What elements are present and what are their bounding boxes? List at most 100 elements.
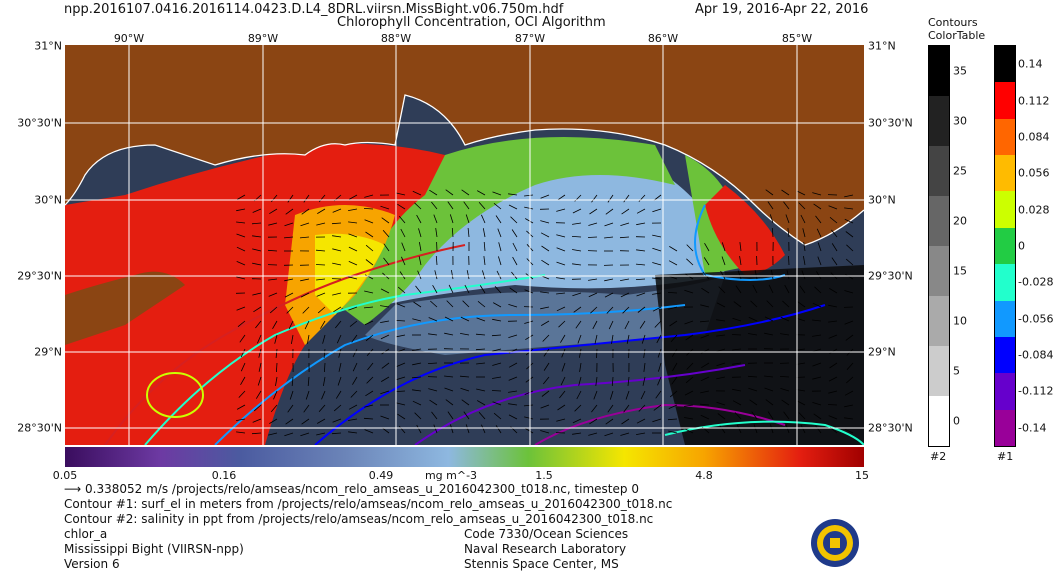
- current-arrow: [396, 402, 406, 406]
- legend-value: 20: [953, 214, 967, 228]
- current-arrow: [510, 216, 518, 224]
- current-arrow: [556, 247, 566, 252]
- current-arrow: [817, 242, 822, 252]
- current-arrow: [827, 404, 838, 406]
- current-arrow: [604, 292, 614, 298]
- current-arrow: [251, 222, 262, 225]
- current-arrow: [684, 289, 694, 294]
- current-arrow: [364, 194, 374, 198]
- colortable-title: ColorTable: [928, 29, 986, 42]
- current-arrow: [431, 201, 438, 210]
- current-arrow: [652, 418, 662, 423]
- current-arrow: [643, 348, 646, 358]
- current-arrow: [493, 412, 502, 420]
- current-arrow: [735, 285, 742, 294]
- current-arrow: [284, 222, 294, 227]
- current-arrow: [435, 228, 438, 238]
- current-arrow: [273, 390, 278, 400]
- legend-swatch: [929, 96, 949, 146]
- current-arrow: [828, 334, 838, 339]
- lat-label: 30°N: [34, 193, 62, 207]
- current-arrow: [716, 376, 726, 380]
- current-arrow: [467, 227, 470, 238]
- current-arrow: [591, 404, 598, 413]
- current-arrow: [396, 192, 406, 196]
- current-arrow: [461, 399, 470, 406]
- current-arrow: [557, 404, 566, 411]
- current-arrow: [733, 301, 742, 308]
- current-arrow: [652, 262, 662, 266]
- current-arrow: [444, 316, 454, 322]
- current-arrow: [845, 231, 854, 238]
- current-arrow: [716, 362, 726, 367]
- current-arrow: [381, 362, 390, 369]
- current-arrow: [831, 229, 838, 238]
- current-arrow: [307, 376, 310, 387]
- current-arrow: [799, 285, 806, 294]
- current-arrow: [578, 376, 582, 386]
- current-arrow: [252, 208, 262, 213]
- current-arrow: [796, 348, 806, 351]
- current-arrow: [637, 306, 646, 313]
- current-arrow: [739, 242, 742, 252]
- current-arrow: [427, 362, 438, 364]
- current-arrow: [831, 243, 838, 252]
- current-arrow: [252, 418, 262, 423]
- current-arrow: [596, 348, 598, 359]
- contour-line: [314, 304, 826, 445]
- current-arrow: [508, 193, 518, 196]
- current-arrow: [302, 306, 310, 314]
- current-arrow: [288, 320, 294, 330]
- current-arrow: [739, 256, 742, 266]
- nrl-seal-icon: [811, 519, 859, 567]
- org-line1: Code 7330/Ocean Sciences: [464, 527, 629, 541]
- current-arrow: [749, 399, 758, 406]
- current-arrow: [779, 376, 790, 378]
- current-arrow: [642, 376, 646, 386]
- current-arrow: [716, 302, 726, 308]
- current-arrow: [781, 399, 790, 406]
- current-arrow: [268, 292, 278, 297]
- current-arrow: [845, 334, 854, 341]
- current-arrow: [433, 424, 438, 434]
- current-arrow: [670, 334, 678, 343]
- current-arrow: [812, 319, 822, 322]
- current-arrow: [750, 300, 758, 308]
- current-arrow: [511, 229, 518, 238]
- current-arrow: [796, 389, 806, 392]
- current-arrow: [828, 304, 838, 308]
- current-arrow: [284, 432, 294, 437]
- current-arrow: [812, 192, 822, 196]
- current-arrow: [397, 413, 406, 420]
- lon-label: 90°W: [113, 32, 145, 45]
- current-arrow: [800, 424, 806, 434]
- current-arrow: [540, 232, 550, 238]
- colorbar-tick: 0.05: [52, 469, 78, 482]
- current-arrow: [463, 411, 470, 420]
- current-arrow: [364, 290, 374, 294]
- current-arrow: [395, 390, 406, 392]
- current-arrow: [817, 256, 822, 266]
- current-arrow: [350, 390, 358, 398]
- current-arrow: [508, 334, 518, 338]
- current-arrow: [363, 306, 374, 309]
- current-arrow: [731, 334, 742, 336]
- product-label: chlor_a: [64, 527, 108, 541]
- current-arrow: [253, 306, 262, 313]
- colorbar-unit: mg m^-3: [424, 469, 478, 482]
- current-arrow: [844, 290, 854, 294]
- current-arrow: [524, 194, 534, 197]
- current-arrow: [524, 428, 534, 434]
- contour1-id: #1: [997, 450, 1014, 463]
- current-arrow: [364, 429, 374, 434]
- current-arrow: [671, 348, 678, 357]
- current-arrow: [557, 194, 566, 201]
- vector-note: ⟶ 0.338052 m/s /projects/relo/amseas/nco…: [64, 482, 639, 497]
- current-arrow: [716, 348, 726, 352]
- current-arrow: [482, 270, 486, 280]
- current-arrow: [512, 242, 518, 252]
- legend-value: 0.14: [1018, 57, 1043, 71]
- current-arrow: [764, 387, 774, 392]
- current-arrow: [636, 432, 646, 435]
- current-arrow: [595, 376, 598, 386]
